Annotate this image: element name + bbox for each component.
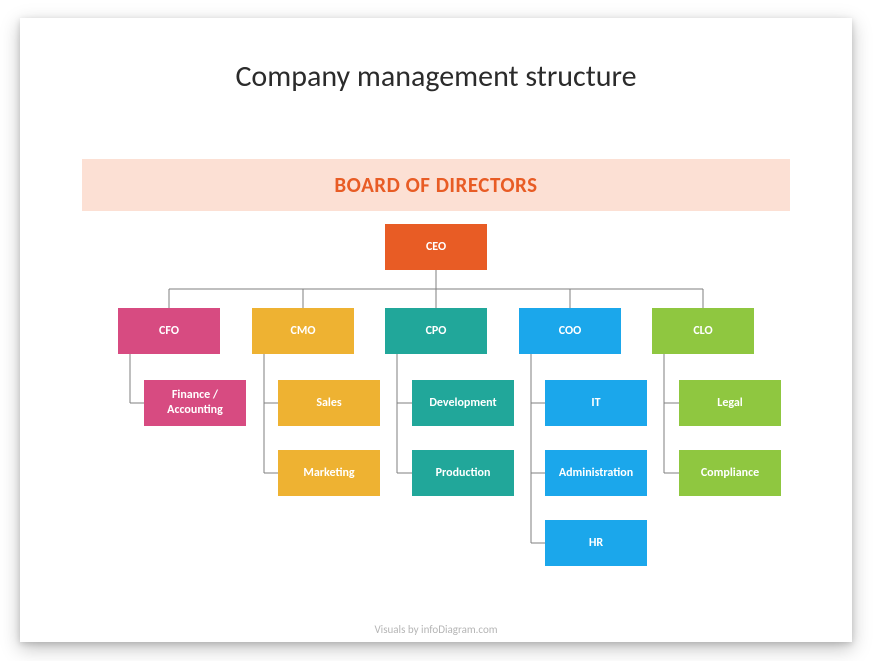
org-node-dev: Development [412,380,514,426]
org-node-cfo: CFO [118,308,220,354]
org-node-comp: Compliance [679,450,781,496]
org-node-coo: COO [519,308,621,354]
org-node-legal: Legal [679,380,781,426]
org-node-it: IT [545,380,647,426]
org-node-clo: CLO [652,308,754,354]
org-node-cmo: CMO [252,308,354,354]
board-label: BOARD OF DIRECTORS [334,172,537,198]
board-banner: BOARD OF DIRECTORS [82,159,790,211]
org-node-cpo: CPO [385,308,487,354]
org-node-admin: Administration [545,450,647,496]
page-title: Company management structure [20,58,852,95]
org-chart: CEO CFO CMO CPO COO CLO Finance / Accounting Sa… [82,224,790,604]
slide-card: Company management structure BOARD OF DI… [20,18,852,642]
org-node-ceo: CEO [385,224,487,270]
footer-credit: Visuals by infoDiagram.com [20,623,852,636]
org-node-fin: Finance / Accounting [144,380,246,426]
org-node-mkt: Marketing [278,450,380,496]
org-node-prod: Production [412,450,514,496]
org-node-hr: HR [545,520,647,566]
org-node-sales: Sales [278,380,380,426]
